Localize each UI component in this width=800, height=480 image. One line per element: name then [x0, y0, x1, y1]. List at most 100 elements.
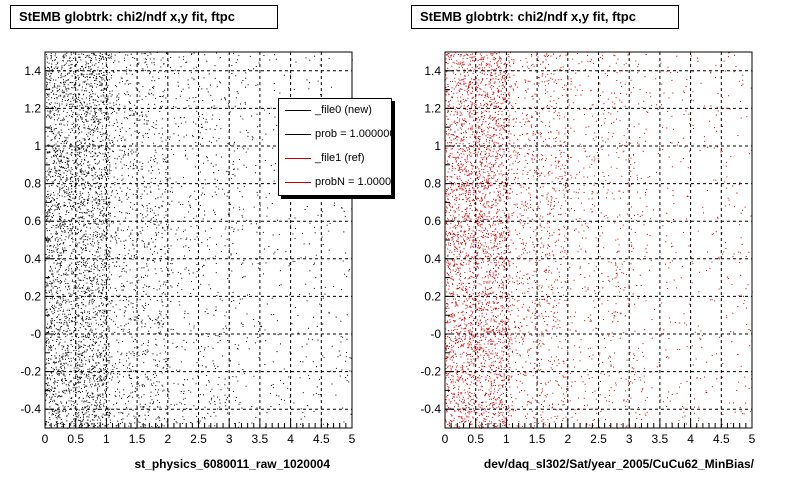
scatter-point — [180, 122, 182, 124]
scatter-point — [55, 227, 57, 229]
scatter-point — [46, 212, 48, 214]
scatter-point — [100, 239, 102, 241]
scatter-point — [74, 176, 76, 178]
scatter-point — [101, 415, 103, 417]
scatter-point — [71, 294, 73, 296]
scatter-point — [86, 288, 88, 290]
scatter-point — [78, 147, 80, 149]
scatter-point — [118, 99, 119, 100]
scatter-point — [214, 403, 216, 405]
scatter-point — [79, 425, 81, 427]
scatter-point — [184, 268, 186, 270]
scatter-point — [54, 320, 56, 321]
scatter-point — [328, 58, 330, 59]
scatter-point — [218, 371, 220, 373]
scatter-point — [271, 203, 273, 204]
scatter-point — [121, 123, 123, 124]
scatter-point — [70, 252, 72, 254]
scatter-point — [142, 86, 144, 88]
scatter-point — [56, 87, 58, 89]
scatter-point — [86, 76, 88, 78]
scatter-point — [78, 242, 80, 244]
scatter-point — [97, 246, 99, 248]
scatter-point — [145, 96, 147, 98]
scatter-point — [109, 246, 111, 248]
scatter-point — [107, 354, 109, 356]
scatter-point — [106, 282, 108, 284]
scatter-point — [79, 83, 81, 85]
scatter-point — [104, 155, 105, 157]
scatter-point — [74, 324, 76, 326]
scatter-point — [50, 401, 51, 402]
scatter-point — [156, 289, 158, 291]
scatter-point — [126, 73, 128, 75]
scatter-point — [92, 145, 94, 147]
scatter-point — [98, 247, 100, 249]
scatter-point — [192, 134, 193, 136]
scatter-point — [108, 213, 109, 215]
scatter-point — [66, 189, 68, 190]
scatter-point — [133, 163, 134, 165]
scatter-point — [73, 290, 75, 292]
scatter-point — [77, 233, 79, 235]
scatter-point — [149, 317, 151, 319]
scatter-point — [87, 162, 89, 163]
scatter-point — [51, 69, 53, 71]
scatter-point — [207, 245, 209, 247]
scatter-point — [122, 81, 123, 82]
scatter-point — [75, 373, 77, 375]
scatter-point — [246, 219, 248, 221]
scatter-point — [90, 328, 92, 330]
scatter-point — [130, 202, 132, 204]
scatter-point — [115, 363, 116, 365]
scatter-point — [153, 382, 155, 384]
scatter-point — [88, 107, 89, 109]
scatter-point — [91, 53, 93, 54]
scatter-point — [300, 257, 302, 259]
scatter-point — [99, 174, 101, 176]
scatter-point — [166, 405, 168, 407]
scatter-point — [60, 179, 62, 181]
scatter-point — [72, 239, 74, 241]
scatter-point — [114, 60, 116, 62]
scatter-point — [89, 57, 91, 58]
scatter-point — [204, 406, 206, 408]
scatter-point — [127, 54, 129, 56]
scatter-point — [49, 112, 51, 114]
scatter-point — [324, 293, 326, 295]
scatter-point — [67, 349, 69, 351]
scatter-point — [101, 77, 103, 79]
scatter-point — [83, 239, 85, 241]
scatter-point — [251, 115, 253, 117]
scatter-point — [75, 175, 77, 177]
scatter-point — [77, 376, 79, 378]
scatter-point — [103, 213, 105, 214]
scatter-point — [121, 174, 123, 176]
scatter-point — [52, 307, 54, 308]
scatter-point — [71, 397, 73, 399]
scatter-point — [341, 369, 343, 371]
scatter-point — [245, 77, 247, 79]
scatter-point — [107, 246, 109, 248]
scatter-point — [94, 148, 96, 150]
scatter-point — [101, 193, 103, 195]
scatter-point — [155, 245, 157, 247]
scatter-point — [63, 90, 65, 92]
scatter-point — [106, 223, 108, 225]
scatter-point — [72, 94, 74, 96]
scatter-point — [101, 332, 103, 333]
scatter-point — [136, 290, 138, 292]
scatter-point — [121, 179, 123, 181]
scatter-point — [129, 95, 131, 97]
scatter-point — [48, 169, 50, 171]
scatter-point — [175, 98, 177, 100]
scatter-point — [81, 286, 83, 288]
scatter-point — [94, 120, 96, 122]
scatter-point — [45, 334, 47, 336]
scatter-point — [346, 314, 348, 316]
scatter-point — [156, 374, 157, 376]
scatter-point — [182, 410, 184, 412]
scatter-point — [70, 313, 71, 315]
scatter-point — [102, 287, 104, 289]
scatter-point — [189, 196, 191, 198]
